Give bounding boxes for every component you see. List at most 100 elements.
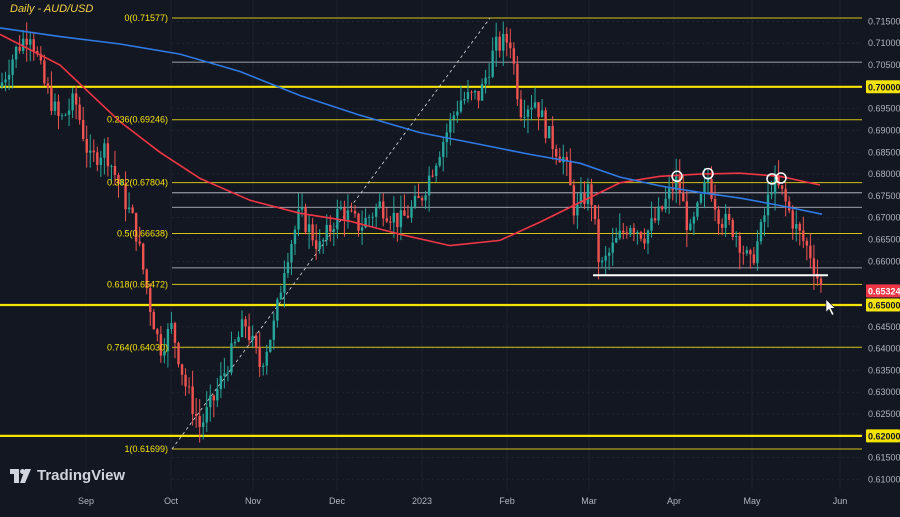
candle-body [604,255,607,261]
candle-body [456,111,459,116]
fib-level-label: 0(0.71577) [124,13,168,23]
candle-body [660,206,664,210]
candle-body [727,213,731,220]
candle-body [406,215,410,218]
candle-body [350,210,353,212]
candle-body [254,335,258,348]
candle-body [332,229,336,232]
candle-body [632,227,636,233]
candle-body [477,91,480,101]
candle-body [346,210,350,221]
candle-body [286,262,290,274]
candle-body [431,175,434,177]
y-axis-tick-label: 0.63500 [868,365,900,375]
candle-body [290,244,293,263]
high-marker-circle [702,167,714,180]
candle-body [360,227,364,231]
candle-body [50,87,53,111]
y-axis-tick-label: 0.64000 [868,344,900,354]
candle-body [473,91,477,93]
candle-body [463,99,466,101]
tradingview-logo-text: TradingView [37,467,126,484]
candle-body [403,210,406,216]
candle-body [233,341,237,344]
candle-body [156,329,159,335]
candle-body [11,59,14,75]
candle-body [791,210,794,229]
candle-body [396,212,399,228]
candle-body [763,215,766,222]
candle-body [159,334,163,356]
candle-body [4,79,7,83]
candle-body [512,48,516,64]
candle-body [502,33,505,51]
candle-body [53,101,57,111]
candle-body [272,320,276,340]
candle-body [67,110,71,115]
candle-body [565,157,568,161]
candle-body [163,351,166,356]
candle-body [738,235,741,253]
candle-body [449,119,452,133]
candle-body [322,240,325,242]
candle-body [149,288,152,312]
fib-level-label: 0.618(0.65472) [107,279,168,289]
candle-body [586,184,590,204]
y-axis-tick-label: 0.64500 [868,322,900,332]
moving-average-red [0,33,821,247]
candle-body [526,109,530,117]
key-level-price-tag-bg [866,429,900,443]
candle-body [343,207,346,221]
candle-body [576,203,579,216]
y-axis-tick-label: 0.66500 [868,235,900,245]
candle-body [276,299,279,321]
candle-body [21,38,25,51]
candle-body [787,201,791,211]
candle-body [251,335,254,341]
candle-body [378,201,381,208]
candle-body [81,119,85,139]
candle-body [657,206,660,221]
candle-body [798,224,801,231]
cursor-arrow-icon [825,298,836,316]
candle-body [452,115,456,120]
candle-body [519,99,523,118]
candle-body [230,343,233,373]
candle-body [103,143,106,158]
x-axis-tick-label: Dec [329,496,346,506]
candle-body [300,207,304,210]
y-axis-tick-label: 0.67500 [868,191,900,201]
candle-body [544,110,547,139]
candle-body [43,60,46,84]
candle-body [389,221,392,223]
candle-body [629,227,632,235]
candle-body [438,157,441,166]
candle-body [417,195,420,198]
candle-body [410,206,413,218]
key-level-price-tag-bg [866,298,900,312]
candle-body [696,202,699,217]
candle-body [240,319,244,337]
candle-body [805,240,809,246]
candle-body [39,53,43,61]
candle-body [583,192,586,204]
candle-body [223,373,226,376]
high-marker-circle [775,172,787,184]
candle-body [364,217,367,228]
candle-body [106,143,110,167]
candle-body [495,36,498,51]
candle-body [212,395,215,401]
candle-body [60,115,64,117]
candle-body [459,100,463,112]
candle-body [650,218,653,231]
candle-body [265,351,268,366]
candle-body [57,101,60,116]
candle-body [191,386,194,414]
candle-body [653,218,657,221]
candle-body [551,126,554,150]
x-axis-tick-label: 2023 [412,496,432,506]
candle-body [99,157,103,165]
candle-body [367,217,371,219]
